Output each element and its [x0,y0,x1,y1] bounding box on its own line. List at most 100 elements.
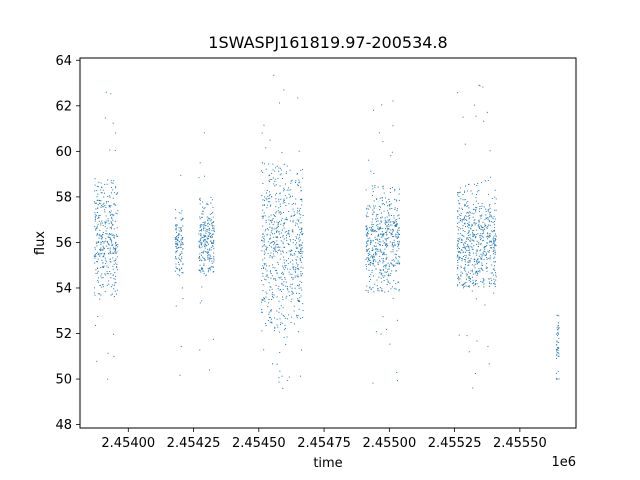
data-point [275,206,277,208]
data-point [381,203,383,205]
data-point [100,275,102,277]
data-point [377,226,379,228]
data-point [100,192,102,194]
data-point [201,260,203,262]
data-point [365,250,367,252]
data-point [479,237,481,239]
data-point [276,296,278,298]
data-point [474,280,476,282]
data-point [110,251,112,253]
data-point [462,116,464,118]
data-point [270,219,272,221]
data-point [179,258,181,260]
data-point [459,257,461,259]
data-point [207,271,209,273]
data-point [94,219,96,221]
data-point [207,251,209,253]
data-point [269,197,271,199]
data-point [112,189,114,191]
data-point [367,233,369,235]
data-point [382,260,384,262]
data-point [116,263,118,265]
data-point [95,269,97,271]
data-point [276,272,278,274]
data-point [266,247,268,249]
data-point [268,282,270,284]
data-point [483,279,485,281]
data-point [213,240,215,242]
data-point [472,279,474,281]
data-point [460,239,462,241]
data-point [488,221,490,223]
data-point [481,203,483,205]
data-point [302,310,304,312]
data-point [399,256,401,258]
data-point [98,234,100,236]
data-point [493,268,495,270]
data-point [374,245,376,247]
data-point [274,178,276,180]
data-point [262,216,264,218]
data-point [458,239,460,241]
data-point [469,277,471,279]
data-point [175,237,177,239]
data-point [489,214,491,216]
data-point [294,276,296,278]
data-point [388,266,390,268]
data-point [203,226,205,228]
data-point [468,223,470,225]
data-point [490,211,492,213]
data-point [273,233,275,235]
data-point [292,221,294,223]
data-point [482,281,484,283]
data-point [103,248,105,250]
data-point [201,216,203,218]
data-point [99,214,101,216]
data-point [288,314,290,316]
data-point [269,174,271,176]
data-point [115,281,117,283]
data-point [371,247,373,249]
data-point [199,199,201,201]
data-point [296,173,298,175]
data-point [557,349,559,351]
data-point [371,271,373,273]
data-point [101,260,103,262]
data-point [274,247,276,249]
data-point [275,198,277,200]
data-point [281,279,283,280]
data-point [175,242,177,244]
data-point [397,231,399,233]
data-point [211,233,213,235]
data-point [115,241,117,243]
data-point [472,281,474,283]
data-point [276,272,278,274]
data-point [396,200,398,202]
data-point [262,199,264,201]
data-point [481,226,483,228]
data-point [487,233,489,235]
data-point [381,273,383,275]
data-point [95,208,97,210]
data-point [277,178,279,180]
data-point [462,247,464,249]
data-point [382,269,384,271]
data-point [457,244,459,246]
data-point [277,326,279,328]
data-point [104,117,106,119]
data-point [487,238,489,240]
data-point [292,254,294,256]
data-point [277,261,279,263]
data-point [106,240,108,242]
data-point [479,205,481,207]
data-point [203,257,205,259]
data-point [113,296,115,298]
data-point [100,237,102,239]
data-point [474,234,476,236]
data-point [287,233,289,235]
data-point [483,259,485,261]
data-point [285,281,287,283]
data-point [477,246,479,248]
data-point [283,163,285,165]
data-point [484,226,486,228]
